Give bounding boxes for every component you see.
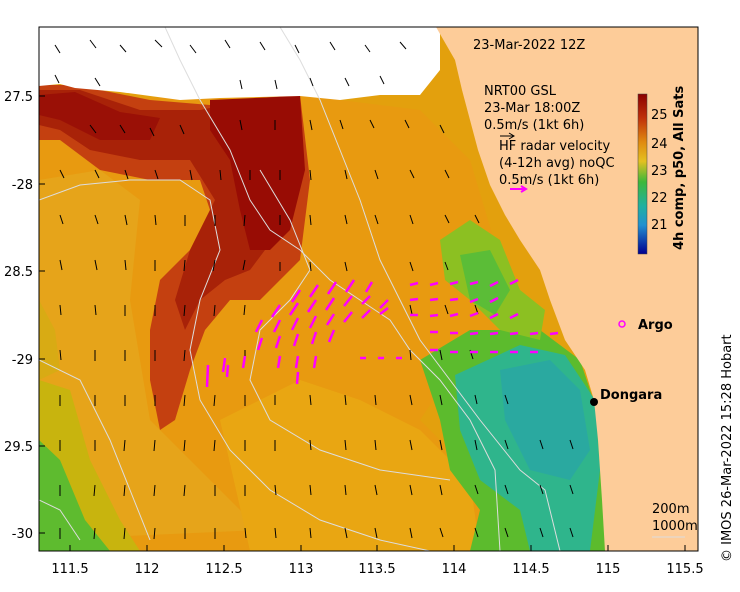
radar-scale-arrow <box>510 185 528 193</box>
x-tick: 112 <box>135 562 160 577</box>
colorbar-tick: 24 <box>651 137 668 152</box>
y-axis-labels: 27.5 -28 28.5 -29 29.5 -30 <box>4 90 33 542</box>
colorbar-tick: 21 <box>651 218 668 233</box>
y-tick: 28.5 <box>4 265 33 280</box>
colorbar-gradient <box>637 93 648 255</box>
colorbar-tick: 25 <box>651 108 668 123</box>
y-tick: 27.5 <box>4 90 33 105</box>
radar-legend-scale: 0.5m/s (1kt 6h) <box>499 173 599 188</box>
model-scale-arrow <box>500 132 515 140</box>
plot-frame <box>38 26 699 552</box>
model-legend-scale: 0.5m/s (1kt 6h) <box>484 118 584 133</box>
credit-text: © IMOS 26-Mar-2022 15:28 Hobart <box>720 334 735 562</box>
radar-legend-title: HF radar velocity <box>499 139 611 154</box>
land-mask <box>436 27 698 551</box>
bathymetry-label-1000m: 1000m <box>652 519 698 534</box>
x-tick: 113 <box>289 562 314 577</box>
x-tick: 114 <box>442 562 467 577</box>
x-tick: 113.5 <box>358 562 395 577</box>
bathymetry-label-200m: 200m <box>652 502 689 517</box>
velocity-legend: NRT00 GSL 23-Mar 18:00Z 0.5m/s (1kt 6h) … <box>484 84 615 193</box>
model-legend-time: 23-Mar 18:00Z <box>484 101 580 116</box>
x-tick: 115 <box>596 562 621 577</box>
x-axis-labels: 111.5 112 112.5 113 113.5 114 114.5 115 … <box>51 562 703 577</box>
sst-field <box>39 27 698 551</box>
model-velocity-arrows <box>54 39 574 540</box>
x-tick: 111.5 <box>51 562 88 577</box>
y-tick: -29 <box>12 353 33 368</box>
dongara-marker[interactable] <box>590 398 598 406</box>
colorbar: 25 24 23 22 21 4h comp, p50, All Sats <box>637 86 687 255</box>
map-timestamp: 23-Mar-2022 12Z <box>473 38 585 53</box>
colorbar-label: 4h comp, p50, All Sats <box>672 86 687 250</box>
y-tick: 29.5 <box>4 440 33 455</box>
bathymetry-contours <box>39 27 561 551</box>
colorbar-tick: 22 <box>651 191 668 206</box>
colorbar-tick: 23 <box>651 164 668 179</box>
argo-label: Argo <box>638 318 673 333</box>
hf-radar-arrows <box>205 278 559 388</box>
argo-marker[interactable] <box>618 320 626 328</box>
model-legend-title: NRT00 GSL <box>484 84 557 99</box>
radar-legend-subtitle: (4-12h avg) noQC <box>499 156 615 171</box>
x-tick: 114.5 <box>512 562 549 577</box>
y-tick: -28 <box>12 178 33 193</box>
y-tick: -30 <box>12 527 33 542</box>
dongara-label: Dongara <box>600 388 662 403</box>
x-tick: 115.5 <box>666 562 703 577</box>
tick-marks <box>39 95 686 551</box>
x-tick: 112.5 <box>205 562 242 577</box>
